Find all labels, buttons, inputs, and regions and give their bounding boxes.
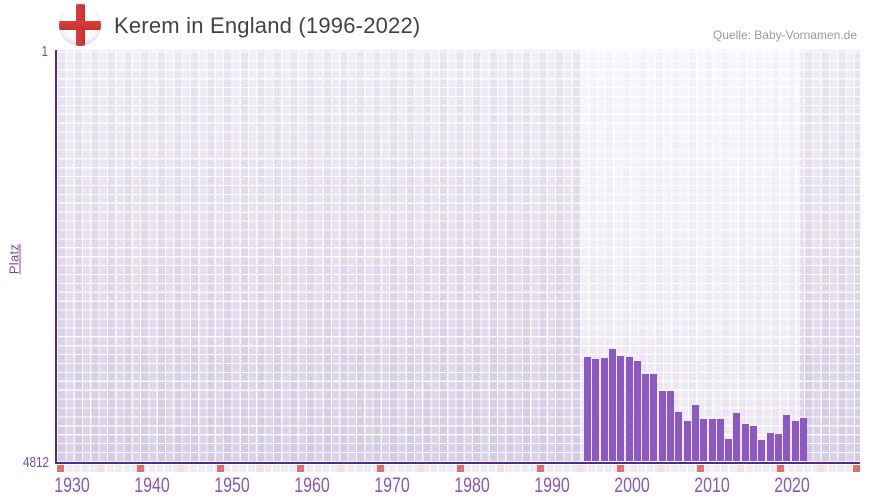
timeline-cell-halfdecade (737, 465, 744, 472)
chart-title: Kerem in England (1996-2022) (114, 13, 421, 38)
bar-2002[interactable] (633, 361, 641, 462)
timeline-cell-decade (217, 465, 224, 472)
timeline-cell-decade (853, 465, 860, 472)
x-axis-tick-1940: 1940 (134, 474, 170, 497)
timeline-cell-halfdecade (497, 465, 504, 472)
timeline-cell-halfdecade (577, 465, 584, 472)
y-axis-tick-min: 4812 (23, 454, 50, 471)
timeline-cell-halfdecade (817, 465, 824, 472)
timeline-cell-decade (697, 465, 704, 472)
timeline-cell-decade (377, 465, 384, 472)
bar-1998[interactable] (600, 358, 608, 462)
bar-2008[interactable] (683, 420, 691, 462)
timeline-cell-decade (137, 465, 144, 472)
bar-2021[interactable] (791, 420, 799, 462)
bar-1997[interactable] (592, 358, 600, 462)
timeline-cell-halfdecade (177, 465, 184, 472)
x-axis-tick-1990: 1990 (534, 474, 570, 497)
timeline-cell-decade (537, 465, 544, 472)
bar-2001[interactable] (625, 357, 633, 462)
bar-1996[interactable] (584, 356, 591, 462)
england-flag-icon (59, 4, 101, 46)
timeline-cell-halfdecade (657, 465, 664, 472)
x-axis-line (55, 461, 860, 464)
y-axis-tick-max: 1 (41, 43, 48, 60)
bar-2019[interactable] (774, 434, 782, 462)
bar-2016[interactable] (750, 425, 757, 462)
timeline-cell-halfdecade (97, 465, 104, 472)
bar-2010[interactable] (700, 419, 708, 462)
bar-2007[interactable] (675, 412, 683, 462)
source-credit: Quelle: Baby-Vornamen.de (712, 28, 857, 42)
x-axis-tick-2020: 2020 (774, 474, 810, 497)
x-axis-tick-2010: 2010 (694, 474, 730, 497)
bar-2017[interactable] (758, 439, 766, 462)
timeline-cell-decade (57, 465, 64, 472)
bar-2013[interactable] (725, 438, 733, 462)
bar-2022[interactable] (799, 418, 807, 462)
timeline-cell-decade (457, 465, 464, 472)
timeline-cell-halfdecade (257, 465, 264, 472)
x-axis-tick-2000: 2000 (614, 474, 650, 497)
bar-2018[interactable] (766, 433, 774, 462)
bar-2020[interactable] (783, 414, 791, 462)
bar-2012[interactable] (716, 419, 724, 462)
bar-1999[interactable] (608, 349, 616, 462)
bar-2009[interactable] (691, 405, 699, 462)
x-axis-tick-1950: 1950 (214, 474, 250, 497)
bar-2003[interactable] (642, 374, 650, 462)
bar-2000[interactable] (617, 356, 625, 462)
x-axis-tick-1960: 1960 (294, 474, 330, 497)
bar-2014[interactable] (733, 413, 741, 462)
x-axis-tick-1930: 1930 (54, 474, 90, 497)
y-axis-line (55, 50, 57, 464)
timeline-cell-halfdecade (337, 465, 344, 472)
timeline-cell-decade (617, 465, 624, 472)
bar-2005[interactable] (658, 391, 666, 462)
timeline-cell-halfdecade (417, 465, 424, 472)
flag-cross-horizontal (59, 20, 101, 30)
timeline-cell-decade (297, 465, 304, 472)
x-axis-tick-1980: 1980 (454, 474, 490, 497)
bar-2015[interactable] (741, 424, 749, 462)
plot-area (57, 50, 860, 462)
timeline-cell-decade (777, 465, 784, 472)
x-axis-tick-1970: 1970 (374, 474, 410, 497)
bar-2006[interactable] (667, 390, 674, 462)
bar-2011[interactable] (708, 419, 716, 462)
bar-2004[interactable] (650, 374, 658, 462)
y-axis-title: Platz (6, 243, 22, 275)
